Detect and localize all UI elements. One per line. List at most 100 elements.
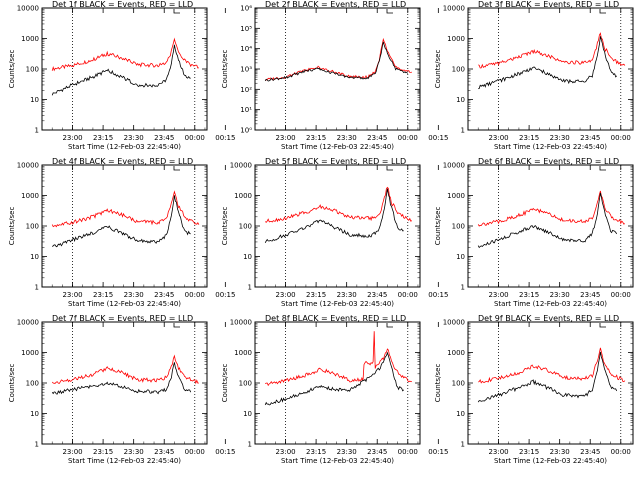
y-tick-label: 1 xyxy=(35,441,39,449)
y-tick-label: 10000 xyxy=(17,5,39,13)
x-tick-label: 23:15 xyxy=(306,291,326,299)
x-tick-label: 23:15 xyxy=(519,134,539,142)
y-tick-label: 10⁴ xyxy=(240,45,252,53)
x-tick-label: 23:45 xyxy=(580,291,600,299)
x-tick-label: 23:00 xyxy=(488,134,508,142)
y-tick-label: 1 xyxy=(35,127,39,135)
y-tick-label: 10000 xyxy=(17,319,39,327)
panel-title: Det 7f BLACK = Events, RED = LLD xyxy=(52,314,193,323)
x-tick-label: 23:00 xyxy=(488,291,508,299)
panel-6: Det 6f BLACK = Events, RED = LLD 1 10 100 10… xyxy=(434,157,634,308)
y-tick-label: 100 xyxy=(26,380,39,388)
y-axis-label: Counts/sec xyxy=(221,364,229,403)
x-tick-label: 23:00 xyxy=(275,291,295,299)
x-axis-label: Start Time (12-Feb-03 22:45:40) xyxy=(68,300,181,308)
x-tick-label: 23:15 xyxy=(306,448,326,456)
legend-marker xyxy=(386,323,393,328)
y-tick-label: 100 xyxy=(452,380,465,388)
y-axis-label: Counts/sec xyxy=(8,50,16,89)
lld-series-line xyxy=(265,331,412,387)
x-tick-label: 23:45 xyxy=(367,291,387,299)
events-series-line xyxy=(478,36,617,90)
lld-series-line xyxy=(51,37,200,72)
x-axis-label: Start Time (12-Feb-03 22:45:40) xyxy=(494,457,607,465)
legend-marker xyxy=(173,9,180,14)
y-axis-label: Counts/sec xyxy=(434,364,442,403)
y-tick-label: 1 xyxy=(461,284,465,292)
events-series-line xyxy=(51,44,191,96)
lld-series-line xyxy=(478,32,626,69)
x-tick-label: 00:00 xyxy=(611,291,631,299)
y-tick-label: 1 xyxy=(461,127,465,135)
y-tick-label: 1000 xyxy=(21,349,39,357)
lld-series-line xyxy=(51,354,199,385)
y-tick-label: 10 xyxy=(30,253,39,261)
plot-frame xyxy=(467,7,634,131)
x-tick-label: 00:00 xyxy=(185,134,205,142)
y-tick-label: 1000 xyxy=(234,192,252,200)
x-tick-label: 00:15 xyxy=(428,134,448,142)
x-tick-label: 00:15 xyxy=(428,291,448,299)
panel-title: Det 3f BLACK = Events, RED = LLD xyxy=(478,0,619,9)
panel-7: Det 7f BLACK = Events, RED = LLD 1 10 100 10… xyxy=(8,314,235,465)
x-tick-label: 00:00 xyxy=(611,134,631,142)
x-tick-label: 23:15 xyxy=(519,291,539,299)
x-tick-label: 00:00 xyxy=(185,291,205,299)
panel-title: Det 9f BLACK = Events, RED = LLD xyxy=(478,314,619,323)
y-tick-label: 10 xyxy=(456,253,465,261)
x-tick-label: 23:00 xyxy=(62,134,82,142)
plot-frame xyxy=(254,164,421,288)
x-tick-label: 23:00 xyxy=(275,134,295,142)
events-series-line xyxy=(264,351,404,406)
y-tick-label: 10000 xyxy=(17,162,39,170)
x-tick-label: 23:45 xyxy=(154,291,174,299)
x-tick-label: 23:30 xyxy=(124,291,144,299)
panel-9: Det 9f BLACK = Events, RED = LLD 1 10 100 10… xyxy=(434,314,634,465)
x-tick-label: 23:45 xyxy=(367,134,387,142)
events-series-line xyxy=(264,188,404,243)
x-tick-label: 23:15 xyxy=(519,448,539,456)
panel-title: Det 2f BLACK = Events, RED = LLD xyxy=(265,0,406,9)
y-tick-label: 1 xyxy=(248,284,252,292)
y-tick-label: 10⁶ xyxy=(240,5,252,13)
x-axis-label: Start Time (12-Feb-03 22:45:40) xyxy=(494,300,607,308)
x-tick-label: 23:30 xyxy=(550,134,570,142)
y-tick-label: 10 xyxy=(243,410,252,418)
x-tick-label: 00:00 xyxy=(611,448,631,456)
x-tick-label: 23:15 xyxy=(93,291,113,299)
x-tick-label: 23:30 xyxy=(337,134,357,142)
legend-marker xyxy=(599,323,606,328)
x-tick-label: 23:15 xyxy=(93,448,113,456)
x-tick-label: 00:00 xyxy=(185,448,205,456)
panel-title: Det 5f BLACK = Events, RED = LLD xyxy=(265,157,406,166)
x-tick-label: 00:00 xyxy=(398,448,418,456)
x-tick-label: 00:15 xyxy=(215,291,235,299)
y-tick-label: 1000 xyxy=(447,192,465,200)
y-axis-label: Counts/sec xyxy=(434,50,442,89)
y-tick-label: 10⁰ xyxy=(240,127,252,135)
x-axis-label: Start Time (12-Feb-03 22:45:40) xyxy=(68,457,181,465)
panel-3: Det 3f BLACK = Events, RED = LLD 1 10 100 10… xyxy=(434,0,634,151)
y-tick-label: 10 xyxy=(30,410,39,418)
y-axis-label: Counts/sec xyxy=(221,207,229,246)
y-tick-label: 1000 xyxy=(234,349,252,357)
x-axis-label: Start Time (12-Feb-03 22:45:40) xyxy=(281,457,394,465)
x-tick-label: 00:15 xyxy=(215,134,235,142)
x-tick-label: 00:15 xyxy=(428,448,448,456)
y-tick-label: 100 xyxy=(452,223,465,231)
x-tick-label: 23:30 xyxy=(337,291,357,299)
x-tick-label: 23:30 xyxy=(550,448,570,456)
y-tick-label: 10000 xyxy=(230,319,252,327)
y-tick-label: 10 xyxy=(243,253,252,261)
x-tick-label: 23:30 xyxy=(124,448,144,456)
x-tick-label: 23:00 xyxy=(62,448,82,456)
y-tick-label: 1 xyxy=(248,441,252,449)
y-axis-label: Counts/sec xyxy=(221,50,229,89)
y-tick-label: 100 xyxy=(239,223,252,231)
x-tick-label: 23:00 xyxy=(62,291,82,299)
y-tick-label: 1000 xyxy=(447,349,465,357)
y-tick-label: 10⁵ xyxy=(240,25,252,33)
y-tick-label: 10000 xyxy=(443,5,465,13)
y-tick-label: 1000 xyxy=(447,35,465,43)
